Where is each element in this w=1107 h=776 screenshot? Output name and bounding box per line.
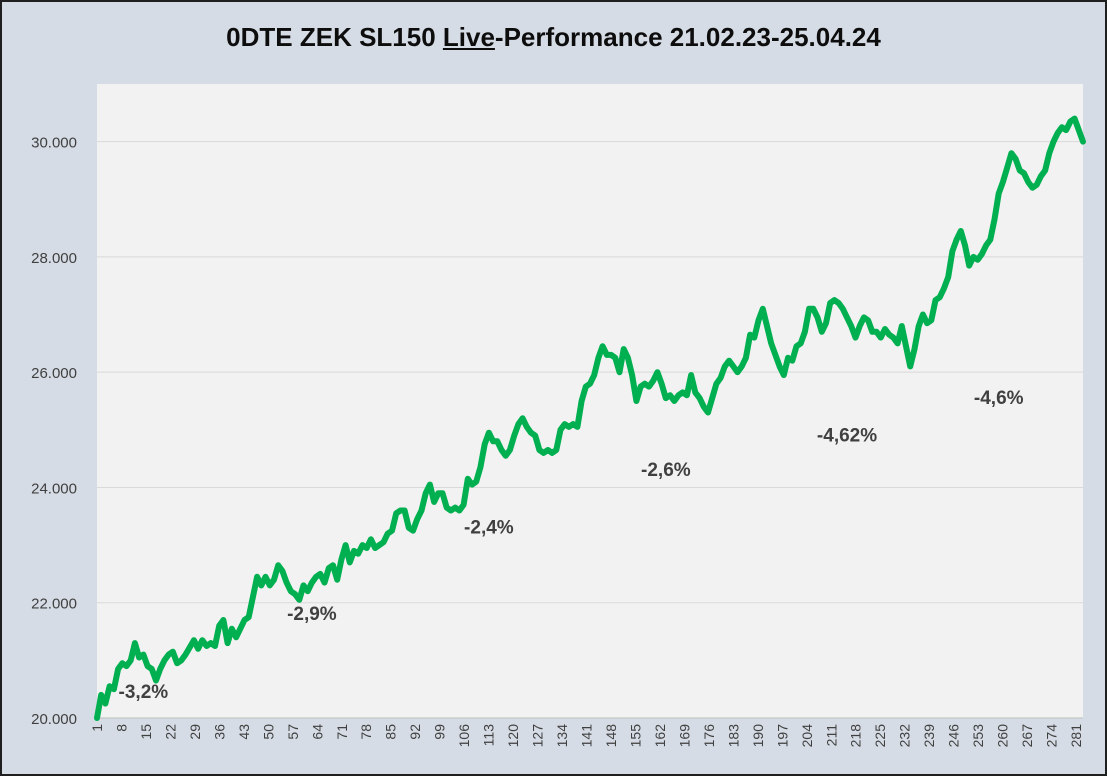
plot-area [97,84,1083,718]
x-tick-label: 141 [579,724,595,748]
x-tick-label: 57 [285,724,301,740]
x-tick-label: 239 [921,724,937,748]
x-tick-label: 183 [725,724,741,748]
y-tick-label: 28.000 [31,250,77,267]
x-tick-label: 78 [358,724,374,740]
x-tick-label: 211 [823,724,839,747]
x-tick-label: 162 [652,724,668,748]
x-tick-label: 120 [505,724,521,748]
x-tick-label: 218 [848,724,864,748]
x-tick-label: 127 [530,724,546,748]
x-tick-label: 113 [481,724,497,747]
x-tick-label: 50 [260,724,276,740]
drawdown-label: -4,62% [817,425,877,446]
x-tick-label: 106 [456,724,472,748]
x-tick-label: 232 [897,724,913,748]
x-tick-label: 71 [334,724,350,740]
drawdown-label: -2,9% [287,604,337,625]
drawdown-label: -4,6% [974,388,1024,409]
x-tick-label: 274 [1044,724,1060,748]
y-tick-label: 20.000 [31,711,77,728]
x-tick-label: 267 [1019,724,1035,748]
x-tick-label: 29 [187,724,203,740]
x-tick-label: 43 [236,724,252,740]
x-tick-label: 92 [407,724,423,740]
x-tick-label: 8 [113,724,129,732]
x-tick-label: 260 [995,724,1011,748]
x-tick-label: 99 [432,724,448,740]
title-live-underlined: Live [442,22,495,52]
x-tick-label: 1 [89,724,105,732]
x-tick-label: 15 [138,724,154,740]
x-tick-label: 253 [970,724,986,748]
x-tick-label: 36 [211,724,227,740]
drawdown-label: -3,2% [119,682,169,703]
x-tick-label: 155 [627,724,643,748]
chart-title: 0DTE ZEK SL150 Live-Performance 21.02.23… [2,22,1105,53]
title-part-2: -Performance 21.02.23-25.04.24 [494,22,881,52]
x-tick-label: 190 [750,724,766,748]
x-tick-label: 64 [309,724,325,740]
drawdown-label: -2,6% [641,460,691,481]
x-tick-label: 246 [946,724,962,748]
equity-curve-line [94,115,1086,721]
y-tick-label: 22.000 [31,596,77,613]
x-tick-label: 197 [774,724,790,748]
x-tick-label: 204 [799,724,815,748]
x-tick-label: 225 [872,724,888,748]
title-part-1: 0DTE ZEK SL150 [226,22,443,52]
x-tick-label: 148 [603,724,619,748]
y-tick-label: 26.000 [31,365,77,382]
y-tick-label: 24.000 [31,480,77,497]
x-tick-label: 169 [676,724,692,748]
y-tick-label: 30.000 [31,135,77,152]
x-tick-label: 281 [1068,724,1084,748]
drawdown-label: -2,4% [464,518,514,539]
x-tick-label: 22 [162,724,178,740]
x-tick-label: 176 [701,724,717,748]
x-tick-label: 85 [383,724,399,740]
x-tick-label: 134 [554,724,570,748]
